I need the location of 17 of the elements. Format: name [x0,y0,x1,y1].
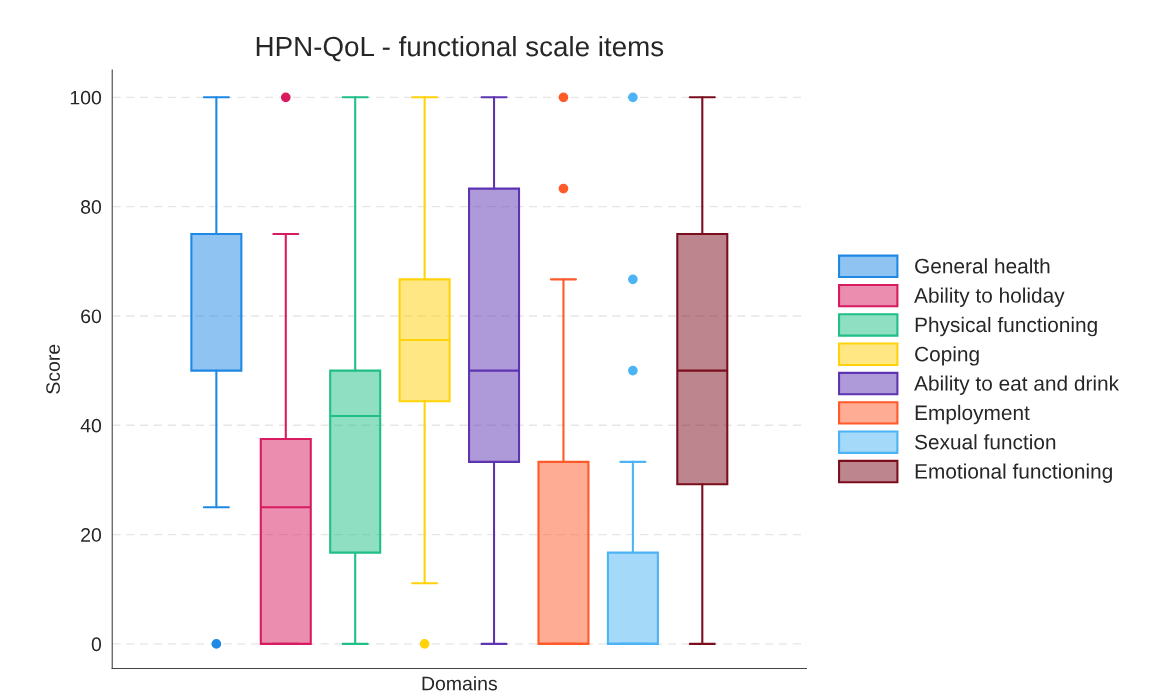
y-tick-label: 80 [81,200,102,214]
legend-label: Emotional functioning [915,463,1112,483]
chart-title: HPN-QoL - functional scale items [256,35,664,62]
legend-label: General health [915,258,1050,274]
y-tick-label: 20 [81,528,102,542]
legend-label: Employment [915,404,1030,425]
x-axis-title: Domains [422,676,497,691]
legend-label: Ability to holiday [914,287,1065,307]
y-tick-label: 0 [91,637,102,652]
legend-label: Coping [915,346,979,366]
y-tick-label: 40 [80,418,102,433]
y-tick-label: 100 [70,90,102,105]
legend-label: Sexual function [915,434,1056,450]
legend-label: Ability to eat and drink [914,375,1120,395]
y-axis-title: Score [46,344,60,394]
y-tick-label: 60 [81,309,102,324]
legend-label: Physical functioning [915,316,1097,337]
